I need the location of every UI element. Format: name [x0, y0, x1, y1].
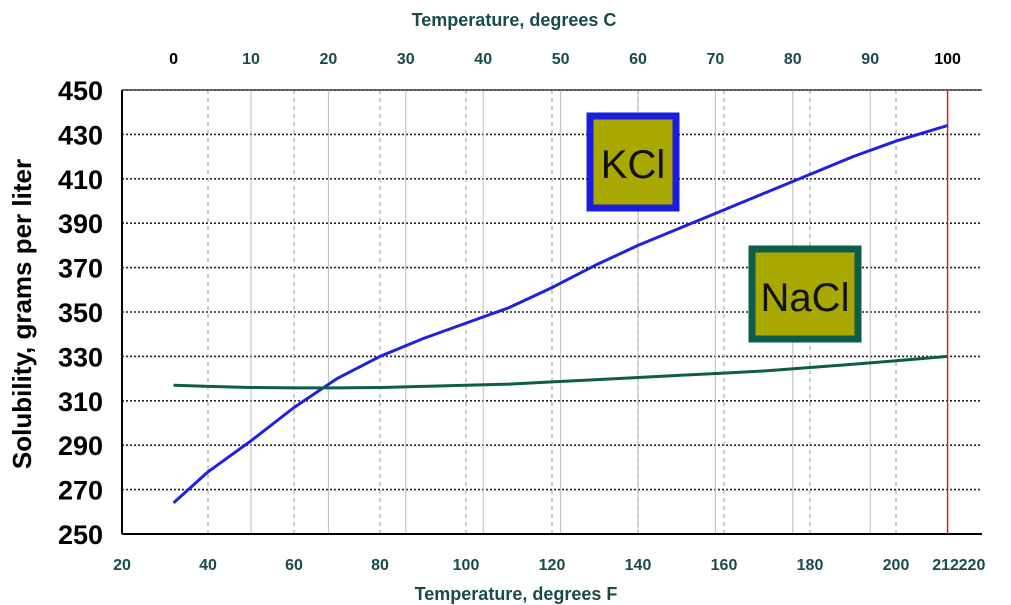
y-tick-label: 250 — [58, 520, 103, 550]
x-tick-label-c: 20 — [320, 51, 338, 68]
y-tick-label: 370 — [58, 254, 103, 284]
series-line-kcl — [172, 124, 949, 505]
series-layer — [172, 124, 949, 505]
y-axis-title: Solubility, grams per liter — [7, 159, 37, 469]
x-tick-label-c: 30 — [397, 51, 415, 68]
nacl-label-box: NaCl — [748, 245, 862, 343]
y-tick-label: 270 — [58, 476, 103, 506]
x-tick-label-f: 120 — [539, 557, 566, 574]
x-tick-label-f: 140 — [625, 557, 652, 574]
kcl-label: KCl — [601, 143, 665, 187]
y-tick-label: 450 — [58, 76, 103, 106]
plot-frame — [121, 89, 982, 535]
y-tick-label: 330 — [58, 342, 103, 372]
y-tick-label: 410 — [58, 165, 103, 195]
x-tick-label-c: 0 — [169, 51, 178, 68]
x-tick-label-c: 70 — [707, 51, 725, 68]
x-tick-label-f: 40 — [199, 557, 217, 574]
y-tick-labels: 450 430 410 390 370 350 330 310 290 270 250 — [58, 76, 103, 550]
y-tick-label: 310 — [58, 387, 103, 417]
x-axis-title-bottom: Temperature, degrees F — [415, 584, 618, 604]
series-line-nacl — [173, 354, 948, 390]
nacl-label: NaCl — [761, 276, 850, 320]
x-tick-label-f: 180 — [797, 557, 824, 574]
x-tick-label-f: 160 — [711, 557, 738, 574]
x-axis-title-top: Temperature, degrees C — [412, 10, 617, 30]
x-tick-label-f: 200 — [883, 557, 910, 574]
y-tick-label: 350 — [58, 298, 103, 328]
x-tick-label-f: 60 — [285, 557, 303, 574]
y-tick-label: 430 — [58, 120, 103, 150]
x-tick-labels-f: 20 40 60 80 100 120 140 160 180 200 212 220 — [113, 557, 985, 574]
x-tick-label-c: 40 — [474, 51, 492, 68]
x-tick-label-c: 100 — [934, 51, 961, 68]
x-tick-labels-c: 0 10 20 30 40 50 60 70 80 90 100 — [169, 51, 961, 68]
x-tick-label-c: 80 — [784, 51, 802, 68]
x-tick-label-c: 10 — [242, 51, 260, 68]
grid — [122, 89, 982, 534]
x-tick-label-f: 80 — [371, 557, 389, 574]
x-tick-label-f: 220 — [959, 557, 986, 574]
y-tick-label: 290 — [58, 431, 103, 461]
y-tick-label: 390 — [58, 209, 103, 239]
x-tick-label-c: 60 — [629, 51, 647, 68]
x-tick-label-f: 20 — [113, 557, 131, 574]
x-tick-label-f: 212 — [932, 557, 959, 574]
x-tick-label-c: 50 — [552, 51, 570, 68]
x-tick-label-f: 100 — [453, 557, 480, 574]
kcl-label-box: KCl — [586, 112, 680, 212]
x-tick-label-c: 90 — [861, 51, 879, 68]
